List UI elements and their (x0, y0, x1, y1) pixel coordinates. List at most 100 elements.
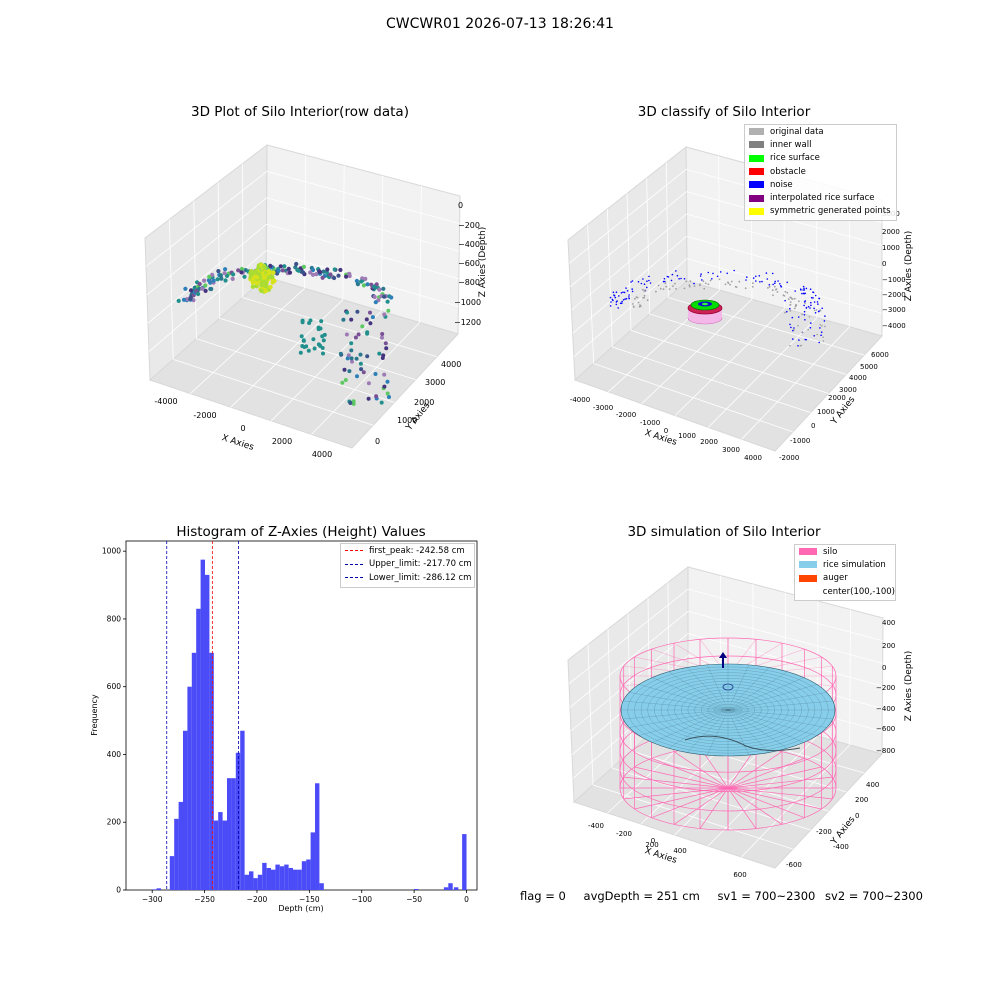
x-tick-label: −300 (142, 895, 163, 904)
y-tick-label: 4000 (441, 360, 461, 369)
legend-item: auger (795, 572, 895, 585)
noise-point (628, 297, 630, 300)
x-tick-label: −100 (351, 895, 372, 904)
data-point (379, 400, 384, 405)
original-point (688, 284, 691, 287)
data-point (350, 359, 354, 364)
noise-point (693, 282, 695, 285)
silo-wire (673, 751, 729, 789)
noise-point (777, 280, 779, 282)
histogram-bar (319, 883, 324, 890)
avg-depth-value: avgDepth = 251 cm (583, 889, 700, 903)
data-point (387, 395, 391, 399)
x-tick-label: −150 (299, 895, 320, 904)
silo-wire (727, 757, 805, 789)
original-point (730, 280, 733, 283)
data-point (223, 267, 228, 272)
data-point (254, 281, 260, 286)
noise-point (625, 297, 628, 300)
noise-point (620, 292, 623, 294)
data-point (338, 267, 343, 273)
noise-point (774, 282, 776, 285)
noise-point (618, 295, 620, 297)
noise-point (820, 334, 822, 337)
noise-point (612, 291, 615, 294)
original-point (659, 287, 662, 290)
original-point (674, 282, 676, 285)
noise-point (628, 296, 630, 298)
original-point (639, 305, 642, 308)
noise-point (793, 327, 795, 329)
y-axis-label: Frequency (90, 694, 99, 736)
original-point (724, 283, 727, 286)
z-tick-label: −600 (876, 725, 895, 733)
x-tick-label: -3000 (593, 404, 613, 412)
grid-line (190, 288, 305, 394)
original-point (655, 290, 657, 293)
data-point (312, 346, 317, 351)
reference-lines (166, 541, 239, 890)
z-axis-label: Z Axies (Depth) (904, 651, 914, 722)
noise-point (614, 296, 617, 299)
noise-point (683, 278, 686, 280)
histogram-bar (187, 686, 192, 890)
grid-line (173, 359, 374, 426)
original-point (637, 301, 640, 304)
noise-point (823, 320, 826, 322)
grid-line (686, 258, 883, 314)
noise-point (648, 279, 650, 282)
x-axis-label: X Axies (643, 428, 678, 448)
rice-mesh-line (674, 686, 782, 734)
legend-swatch (345, 577, 363, 579)
y-tick-label: 0 (855, 812, 859, 820)
rice-mesh-line (640, 672, 816, 748)
noise-point (799, 288, 802, 291)
legend-swatch (749, 181, 764, 189)
data-point (294, 261, 299, 267)
data-point (361, 370, 366, 375)
histogram-bar (453, 887, 459, 890)
x-tick-label: 4000 (312, 450, 332, 459)
rice-mesh-line (694, 695, 762, 725)
z-tick-label: 400 (882, 619, 895, 627)
data-point (260, 271, 265, 276)
x-tick-label: -4000 (154, 397, 177, 406)
histogram-bar (257, 874, 263, 890)
histogram-chart: −300 −250 −200 −150 −100 −50 0 0 200 400 600 800 10… (90, 540, 478, 913)
rice-mesh-line (700, 698, 756, 722)
noise-point (807, 329, 809, 331)
original-point (789, 310, 792, 312)
histogram-bar (271, 869, 276, 890)
original-point (702, 280, 705, 283)
data-point (389, 295, 394, 300)
silo-wire (727, 776, 833, 789)
x-tick-label: 2000 (272, 437, 292, 446)
original-point (775, 288, 778, 290)
legend-swatch (799, 548, 817, 556)
data-point (345, 310, 350, 315)
grid-line (196, 338, 395, 403)
legend-swatch (345, 563, 363, 565)
noise-point (711, 278, 713, 280)
noise-point (813, 309, 816, 312)
x-tick-label: -4000 (570, 396, 590, 404)
data-point (383, 341, 388, 346)
original-point (662, 288, 665, 291)
histogram-bar (218, 812, 223, 890)
noise-point (643, 283, 646, 286)
rice-mesh-line (686, 709, 729, 753)
silo-wire (727, 787, 757, 829)
x-tick-label: 0 (240, 424, 245, 433)
data-point (310, 267, 316, 273)
grid-line (148, 250, 267, 352)
data-point (370, 315, 375, 320)
noise-point (804, 300, 807, 302)
original-point (632, 303, 634, 305)
data-point (203, 283, 208, 288)
noise-point (809, 307, 811, 309)
data-point (251, 276, 256, 281)
noise-point (821, 325, 823, 327)
data-point (368, 310, 372, 315)
histogram-bar (169, 856, 175, 890)
y-tick-label: 800 (107, 614, 122, 623)
